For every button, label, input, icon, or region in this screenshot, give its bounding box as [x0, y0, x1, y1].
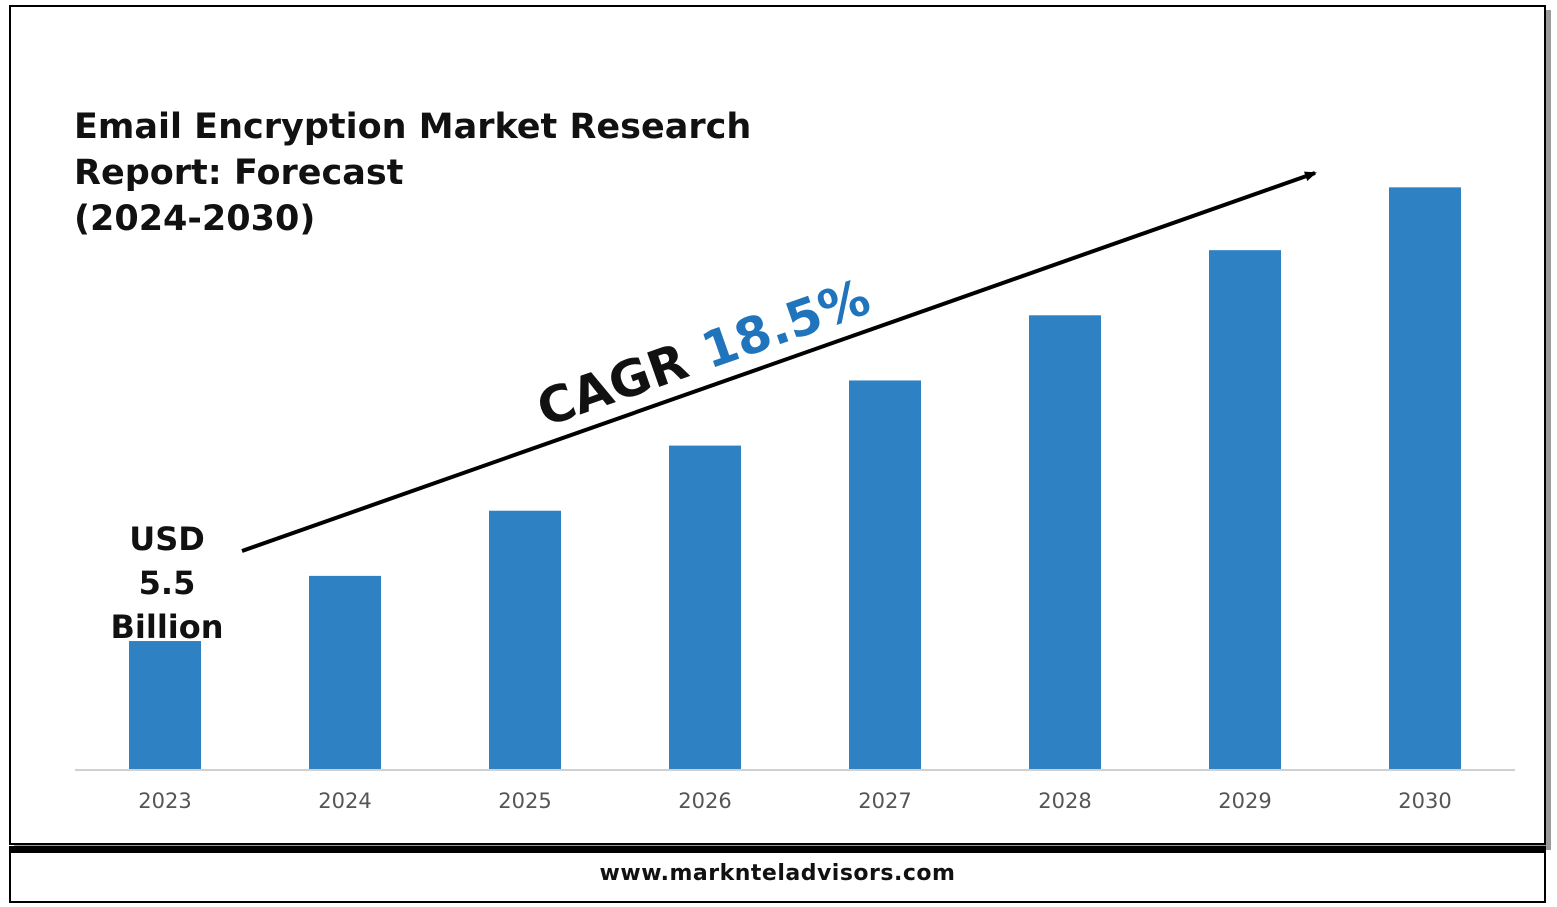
tick-label-2025: 2025	[498, 789, 551, 813]
bar-2024	[309, 575, 381, 769]
title-line-1: Email Encryption Market Research	[74, 107, 752, 147]
cagr-label: CAGR 18.5%	[530, 268, 877, 438]
bar-2029	[1209, 250, 1281, 770]
bar-series	[129, 187, 1461, 770]
tick-label-2029: 2029	[1218, 789, 1271, 813]
cagr-value: 18.5%	[694, 268, 877, 380]
bar-2030	[1389, 187, 1461, 770]
tick-label-2024: 2024	[318, 789, 371, 813]
chart-frame	[9, 5, 1546, 845]
bar-2025	[489, 510, 561, 769]
chart-title: Email Encryption Market Research Report:…	[74, 104, 794, 242]
tick-label-2023: 2023	[138, 789, 191, 813]
bar-2023	[129, 641, 201, 769]
tick-label-2027: 2027	[858, 789, 911, 813]
title-line-2: Report: Forecast	[74, 153, 404, 193]
bar-2027	[849, 380, 921, 769]
start-value-line-2: 5.5	[138, 564, 196, 602]
footer-divider	[9, 846, 1546, 853]
start-value-label: USD 5.5 Billion	[104, 517, 230, 649]
tick-label-2030: 2030	[1398, 789, 1451, 813]
bar-2026	[669, 445, 741, 769]
bar-2028	[1029, 315, 1101, 769]
title-line-3: (2024-2030)	[74, 199, 316, 239]
start-value-line-3: Billion	[110, 608, 224, 646]
x-axis-tick-labels: 2023 2024 2025 2026 2027 2028 2029 2030	[138, 789, 1451, 813]
footer: www.marknteladvisors.com	[9, 853, 1546, 903]
footer-url[interactable]: www.marknteladvisors.com	[599, 861, 956, 886]
start-value-line-1: USD	[129, 520, 205, 558]
growth-arrow	[241, 171, 1317, 553]
tick-label-2026: 2026	[678, 789, 731, 813]
tick-label-2028: 2028	[1038, 789, 1091, 813]
